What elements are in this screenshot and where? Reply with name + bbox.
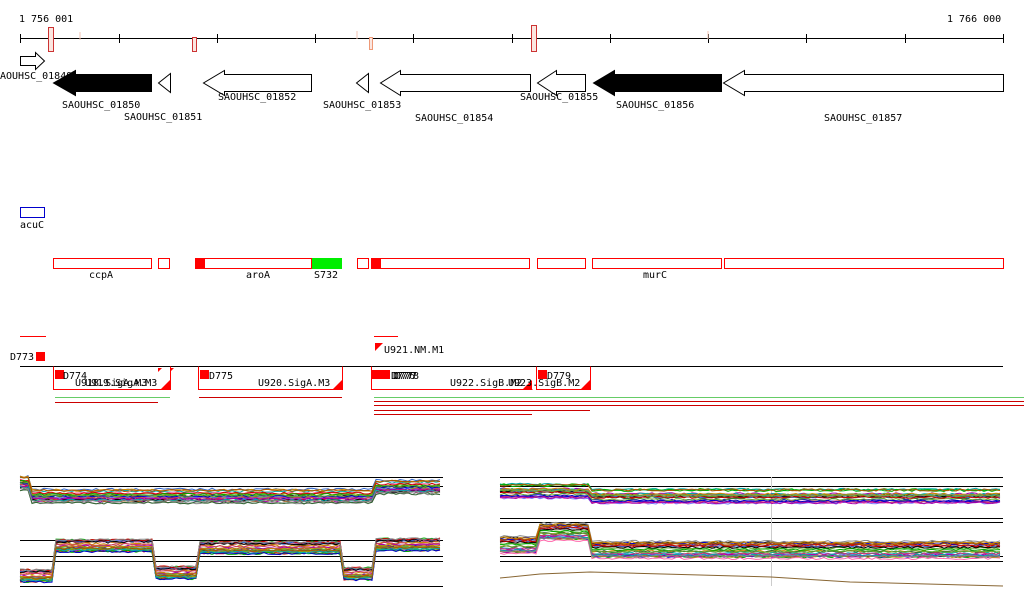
gene-arrow-01854[interactable] xyxy=(379,69,531,97)
segment-label-U922[interactable]: U922.SigB.M2 xyxy=(450,378,523,389)
feature-murC[interactable] xyxy=(592,258,722,269)
feature-label-murC[interactable]: murC xyxy=(643,270,668,281)
segment-label-U921[interactable]: U921.NM.M1 xyxy=(384,345,445,356)
segment-label-D777[interactable]: D777 xyxy=(393,371,418,382)
gene-label-01856[interactable]: SAOUHSC_01856 xyxy=(616,100,695,111)
segment-label-U918[interactable]: U918.SigA.M3 xyxy=(75,378,148,389)
gene-label-01853[interactable]: SAOUHSC_01853 xyxy=(323,100,402,111)
gene-arrow-01849[interactable] xyxy=(20,51,46,71)
gene-label-01854[interactable]: SAOUHSC_01854 xyxy=(415,113,494,124)
gene-arrow-01850[interactable] xyxy=(52,69,152,97)
segment-label-D775[interactable]: D775 xyxy=(209,371,234,382)
feature-S732[interactable] xyxy=(312,258,342,269)
segment-label-U923[interactable]: U923.SigB.M2 xyxy=(508,378,581,389)
gene-arrow-01852[interactable] xyxy=(202,69,312,97)
segment-track xyxy=(20,336,1024,415)
feature-label-ccpA[interactable]: ccpA xyxy=(89,270,114,281)
gene-track xyxy=(20,51,1004,97)
start-coordinate: 1 756 001 xyxy=(19,14,74,25)
acuC-box[interactable] xyxy=(20,207,45,218)
end-coordinate: 1 766 000 xyxy=(947,14,1002,25)
gene-label-01850[interactable]: SAOUHSC_01850 xyxy=(62,100,141,111)
expression-panel-right xyxy=(499,477,1004,587)
gene-label-01855[interactable]: SAOUHSC_01855 xyxy=(520,92,599,103)
ruler xyxy=(20,34,1004,43)
segment-label-D774[interactable]: D774 xyxy=(63,371,88,382)
gene-label-01851[interactable]: SAOUHSC_01851 xyxy=(124,112,203,123)
feature-label-aroA[interactable]: aroA xyxy=(246,270,271,281)
gene-label-01857[interactable]: SAOUHSC_01857 xyxy=(824,113,903,124)
gene-arrow-01853[interactable] xyxy=(355,72,369,94)
gene-arrow-01855[interactable] xyxy=(536,69,586,97)
feature-ccpA[interactable] xyxy=(53,258,152,269)
segment-label-D779[interactable]: D779 xyxy=(547,371,572,382)
gene-label-01852[interactable]: SAOUHSC_01852 xyxy=(218,92,297,103)
segment-label-D773[interactable]: D773 xyxy=(10,352,35,363)
feature-aroA[interactable] xyxy=(195,258,312,269)
gene-label-01849[interactable]: AOUHSC_01849 xyxy=(0,71,73,82)
segment-label-U920[interactable]: U920.SigA.M3 xyxy=(258,378,331,389)
gene-arrow-01851[interactable] xyxy=(157,72,171,94)
gene-arrow-01857[interactable] xyxy=(722,69,1004,97)
ruler-markers xyxy=(48,25,709,52)
expression-panel-left xyxy=(19,475,443,587)
feature-label-acuC[interactable]: acuC xyxy=(20,220,45,231)
feature-track xyxy=(53,258,1004,269)
segment-label-D778[interactable]: D778 xyxy=(395,371,420,382)
feature-label-S732[interactable]: S732 xyxy=(314,270,339,281)
segment-label-D776[interactable]: D776 xyxy=(391,371,416,382)
segment-label-U919[interactable]: U919.SigA.M3 xyxy=(85,378,158,389)
gene-arrow-01856[interactable] xyxy=(592,69,722,97)
